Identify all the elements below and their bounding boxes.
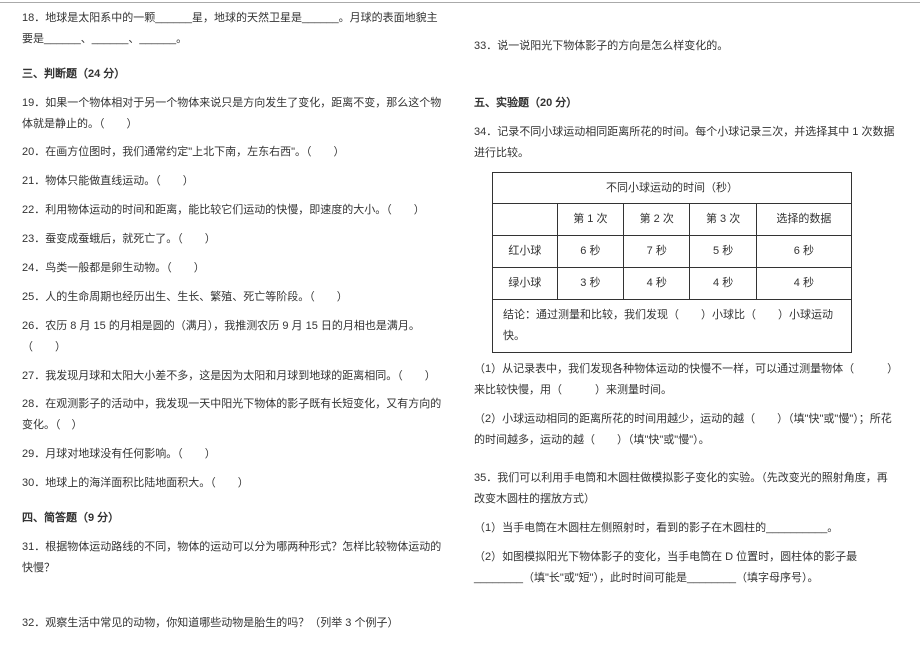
table-cell: 5 秒 xyxy=(690,236,756,268)
table-cell: 绿小球 xyxy=(493,268,558,300)
table-conclusion: 结论：通过测量和比较，我们发现（ ）小球比（ ）小球运动快。 xyxy=(493,300,852,353)
table-cell: 6 秒 xyxy=(557,236,623,268)
table-header xyxy=(493,204,558,236)
q30: 30．地球上的海洋面积比陆地面积大。（ ） xyxy=(22,473,446,494)
q34-1: （1）从记录表中，我们发现各种物体运动的快慢不一样，可以通过测量物体（ ）来比较… xyxy=(474,359,898,401)
table-row: 红小球 6 秒 7 秒 5 秒 6 秒 xyxy=(493,236,852,268)
q33: 33．说一说阳光下物体影子的方向是怎么样变化的。 xyxy=(474,36,898,57)
table-cell: 7 秒 xyxy=(624,236,690,268)
table-cell: 4 秒 xyxy=(624,268,690,300)
table-row: 第 1 次 第 2 次 第 3 次 选择的数据 xyxy=(493,204,852,236)
q24: 24．鸟类一般都是卵生动物。（ ） xyxy=(22,258,446,279)
section3-title: 三、判断题（24 分） xyxy=(22,64,446,85)
q21: 21．物体只能做直线运动。（ ） xyxy=(22,171,446,192)
table-header: 第 3 次 xyxy=(690,204,756,236)
data-table: 不同小球运动的时间（秒） 第 1 次 第 2 次 第 3 次 选择的数据 红小球… xyxy=(492,172,852,353)
q31: 31．根据物体运动路线的不同，物体的运动可以分为哪两种形式？怎样比较物体运动的快… xyxy=(22,537,446,579)
table-cell: 3 秒 xyxy=(557,268,623,300)
table-cell: 4 秒 xyxy=(756,268,851,300)
q20: 20．在画方位图时，我们通常约定"上北下南，左东右西"。（ ） xyxy=(22,142,446,163)
table-header: 第 2 次 xyxy=(624,204,690,236)
q25: 25．人的生命周期也经历出生、生长、繁殖、死亡等阶段。（ ） xyxy=(22,287,446,308)
section5-title: 五、实验题（20 分） xyxy=(474,93,898,114)
q26: 26．农历 8 月 15 的月相是圆的（满月），我推测农历 9 月 15 日的月… xyxy=(22,316,446,358)
q27: 27．我发现月球和太阳大小差不多，这是因为太阳和月球到地球的距离相同。（ ） xyxy=(22,366,446,387)
right-column: 33．说一说阳光下物体影子的方向是怎么样变化的。 五、实验题（20 分） 34．… xyxy=(474,8,898,642)
q28: 28．在观测影子的活动中，我发现一天中阳光下物体的影子既有长短变化，又有方向的变… xyxy=(22,394,446,436)
table-row: 绿小球 3 秒 4 秒 4 秒 4 秒 xyxy=(493,268,852,300)
q35-2: （2）如图模拟阳光下物体影子的变化，当手电筒在 D 位置时，圆柱体的影子最___… xyxy=(474,547,898,589)
q29: 29．月球对地球没有任何影响。（ ） xyxy=(22,444,446,465)
q35-1: （1）当手电筒在木圆柱左侧照射时，看到的影子在木圆柱的__________。 xyxy=(474,518,898,539)
q34-2: （2）小球运动相同的距离所花的时间用越少，运动的越（ ）（填"快"或"慢"）；所… xyxy=(474,409,898,451)
q18: 18．地球是太阳系中的一颗______星，地球的天然卫星是______。月球的表… xyxy=(22,8,446,50)
table-header: 第 1 次 xyxy=(557,204,623,236)
q23: 23．蚕变成蚕蛾后，就死亡了。（ ） xyxy=(22,229,446,250)
section4-title: 四、简答题（9 分） xyxy=(22,508,446,529)
table-title: 不同小球运动的时间（秒） xyxy=(493,172,852,204)
q19: 19．如果一个物体相对于另一个物体来说只是方向发生了变化，距离不变，那么这个物体… xyxy=(22,93,446,135)
q34-intro: 34．记录不同小球运动相同距离所花的时间。每个小球记录三次，并选择其中 1 次数… xyxy=(474,122,898,164)
q22: 22．利用物体运动的时间和距离，能比较它们运动的快慢，即速度的大小。（ ） xyxy=(22,200,446,221)
q35-intro: 35．我们可以利用手电筒和木圆柱做模拟影子变化的实验。（先改变光的照射角度，再改… xyxy=(474,468,898,510)
table-cell: 红小球 xyxy=(493,236,558,268)
table-header: 选择的数据 xyxy=(756,204,851,236)
q32: 32．观察生活中常见的动物，你知道哪些动物是胎生的吗？（列举 3 个例子） xyxy=(22,613,446,634)
left-column: 18．地球是太阳系中的一颗______星，地球的天然卫星是______。月球的表… xyxy=(22,8,446,642)
table-cell: 4 秒 xyxy=(690,268,756,300)
table-cell: 6 秒 xyxy=(756,236,851,268)
